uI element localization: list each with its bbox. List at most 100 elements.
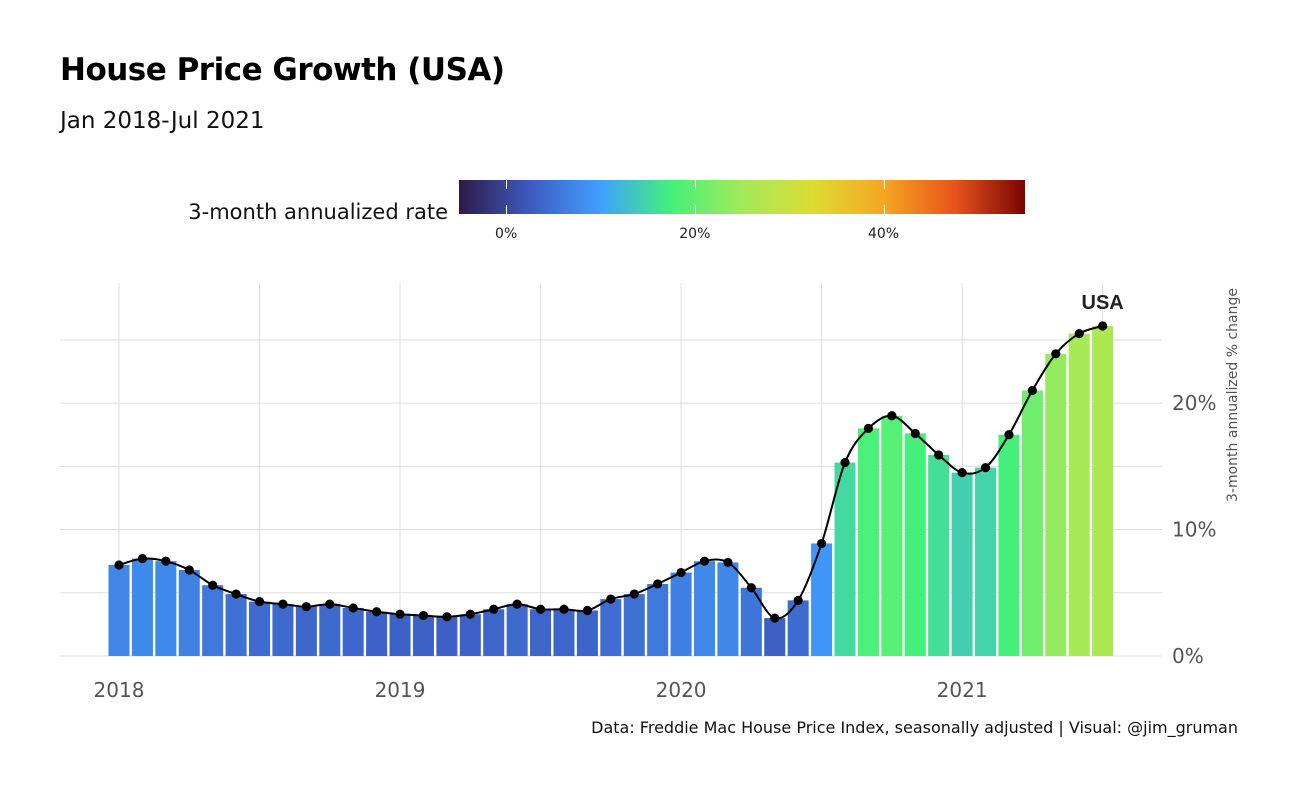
- y-axis-title: 3-month annualized % change: [1225, 288, 1241, 502]
- legend-tick-mark: [694, 205, 696, 214]
- bar: [740, 587, 762, 656]
- data-point: [840, 457, 850, 468]
- data-point: [770, 613, 780, 623]
- legend-tick-mark: [883, 180, 885, 189]
- bar: [998, 434, 1020, 656]
- legend-tick-label: 40%: [867, 226, 900, 242]
- data-point: [863, 423, 874, 434]
- bar: [764, 618, 786, 656]
- bar: [670, 572, 692, 656]
- data-point: [161, 556, 171, 566]
- bar: [225, 594, 247, 656]
- legend-tick-mark: [883, 205, 885, 214]
- bar: [904, 433, 926, 656]
- bar: [1045, 353, 1067, 656]
- legend-tick-label: 20%: [679, 226, 711, 242]
- bar: [389, 614, 411, 656]
- bar: [295, 606, 317, 656]
- bar: [975, 467, 997, 656]
- x-tick-label: 2019: [375, 678, 426, 702]
- bar: [483, 609, 505, 656]
- y-tick-label: 10%: [1172, 518, 1216, 542]
- data-point: [629, 589, 639, 599]
- data-point: [348, 603, 358, 613]
- bar: [436, 616, 458, 656]
- bar: [342, 607, 364, 656]
- caption: Data: Freddie Mac House Price Index, sea…: [591, 718, 1238, 737]
- bar: [131, 558, 153, 656]
- data-point: [606, 594, 616, 604]
- data-point: [301, 602, 311, 612]
- bar: [178, 570, 200, 656]
- data-point: [418, 610, 429, 621]
- data-point: [231, 589, 241, 599]
- bar: [857, 428, 879, 656]
- data-point: [442, 612, 452, 622]
- bar: [787, 600, 809, 656]
- bar: [506, 604, 528, 656]
- data-point: [1098, 321, 1108, 331]
- chart-title: House Price Growth (USA): [60, 52, 505, 88]
- legend-tick-mark: [506, 180, 508, 189]
- bar: [576, 610, 598, 656]
- y-axis: 0% 10% 20%: [1172, 391, 1216, 668]
- bar: [717, 562, 739, 656]
- bar: [951, 472, 973, 656]
- x-axis: 2018 2019 2020 2021: [94, 678, 988, 702]
- bar: [366, 611, 388, 656]
- bar: [272, 604, 294, 656]
- data-point: [1027, 385, 1037, 396]
- y-tick-label: 0%: [1172, 644, 1204, 668]
- bar: [881, 415, 903, 656]
- y-tick-label: 20%: [1172, 391, 1216, 415]
- bar: [600, 599, 622, 656]
- bar: [319, 604, 341, 656]
- bar: [693, 561, 716, 656]
- data-point: [559, 604, 569, 614]
- data-point: [372, 607, 382, 617]
- data-point: [184, 565, 194, 575]
- data-point: [980, 463, 991, 473]
- legend-tick-mark: [506, 205, 508, 214]
- data-point: [746, 583, 756, 593]
- bar: [412, 615, 434, 656]
- data-point: [465, 609, 475, 619]
- data-point: [676, 567, 686, 578]
- data-point: [489, 604, 499, 614]
- data-point: [1051, 349, 1061, 359]
- line-group: [114, 321, 1108, 623]
- chart-subtitle: Jan 2018-Jul 2021: [60, 108, 265, 134]
- series-label: USA: [1082, 292, 1124, 314]
- x-tick-label: 2020: [656, 678, 707, 702]
- legend-tick-label: 0%: [495, 226, 518, 242]
- data-point: [699, 556, 710, 566]
- bar: [108, 564, 130, 656]
- data-point: [114, 560, 124, 570]
- data-point: [887, 411, 897, 421]
- data-point: [817, 538, 827, 549]
- bar: [530, 609, 552, 656]
- data-point: [793, 595, 803, 605]
- bar: [928, 454, 950, 656]
- bar: [249, 601, 271, 656]
- legend-tick-mark: [694, 180, 696, 189]
- data-point: [325, 599, 335, 609]
- bar: [834, 462, 856, 656]
- data-point: [278, 599, 288, 609]
- bar: [1092, 325, 1114, 656]
- data-point: [910, 428, 920, 439]
- bar: [553, 609, 575, 656]
- bars-group: [108, 325, 1114, 656]
- x-tick-label: 2018: [94, 678, 145, 702]
- bar: [1068, 333, 1090, 656]
- data-point: [535, 604, 546, 614]
- data-point: [254, 597, 265, 607]
- data-point: [1074, 328, 1084, 339]
- bar: [623, 594, 645, 656]
- data-point: [1004, 430, 1014, 440]
- data-point: [957, 468, 967, 478]
- x-tick-label: 2021: [937, 678, 988, 702]
- bar: [459, 614, 481, 656]
- data-point: [653, 579, 663, 589]
